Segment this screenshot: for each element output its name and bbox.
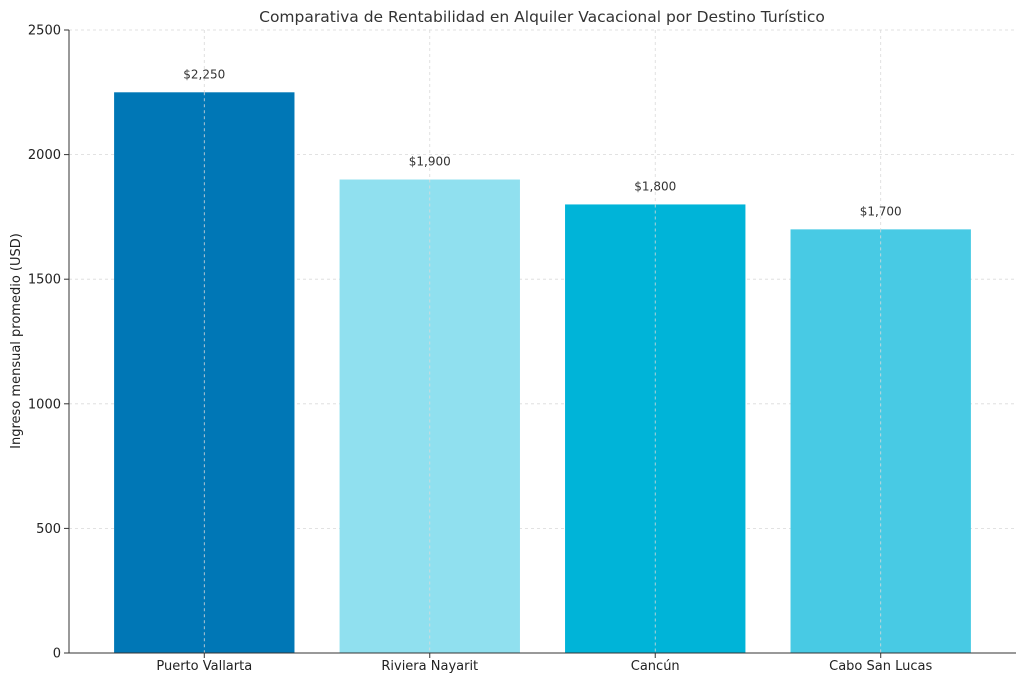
y-tick-label: 1000: [28, 397, 61, 412]
axes: 0 500 1000 1500 2000 2500 Puerto Vallarta Rivie…: [28, 24, 1016, 674]
bars: $2,250 $1,900 $1,800 $1,700: [114, 67, 971, 654]
x-tick-label: Cancún: [631, 659, 680, 674]
y-tick-label: 1500: [28, 273, 61, 288]
data-label: $1,700: [860, 204, 902, 218]
x-tick-label: Cabo San Lucas: [829, 659, 932, 674]
bar-puerto-vallarta: [114, 92, 295, 654]
data-label: $1,900: [409, 155, 451, 169]
y-tick-label: 0: [53, 647, 61, 662]
x-tick-label: Puerto Vallarta: [156, 659, 252, 674]
y-tick-label: 2500: [28, 24, 61, 39]
y-axis-label: Ingreso mensual promedio (USD): [9, 233, 24, 449]
y-tick-label: 500: [36, 522, 61, 537]
x-tick-label: Riviera Nayarit: [381, 659, 478, 674]
y-tick-label: 2000: [28, 148, 61, 163]
data-label: $2,250: [183, 67, 225, 81]
chart-title: Comparativa de Rentabilidad en Alquiler …: [259, 8, 825, 26]
data-label: $1,800: [634, 179, 676, 193]
